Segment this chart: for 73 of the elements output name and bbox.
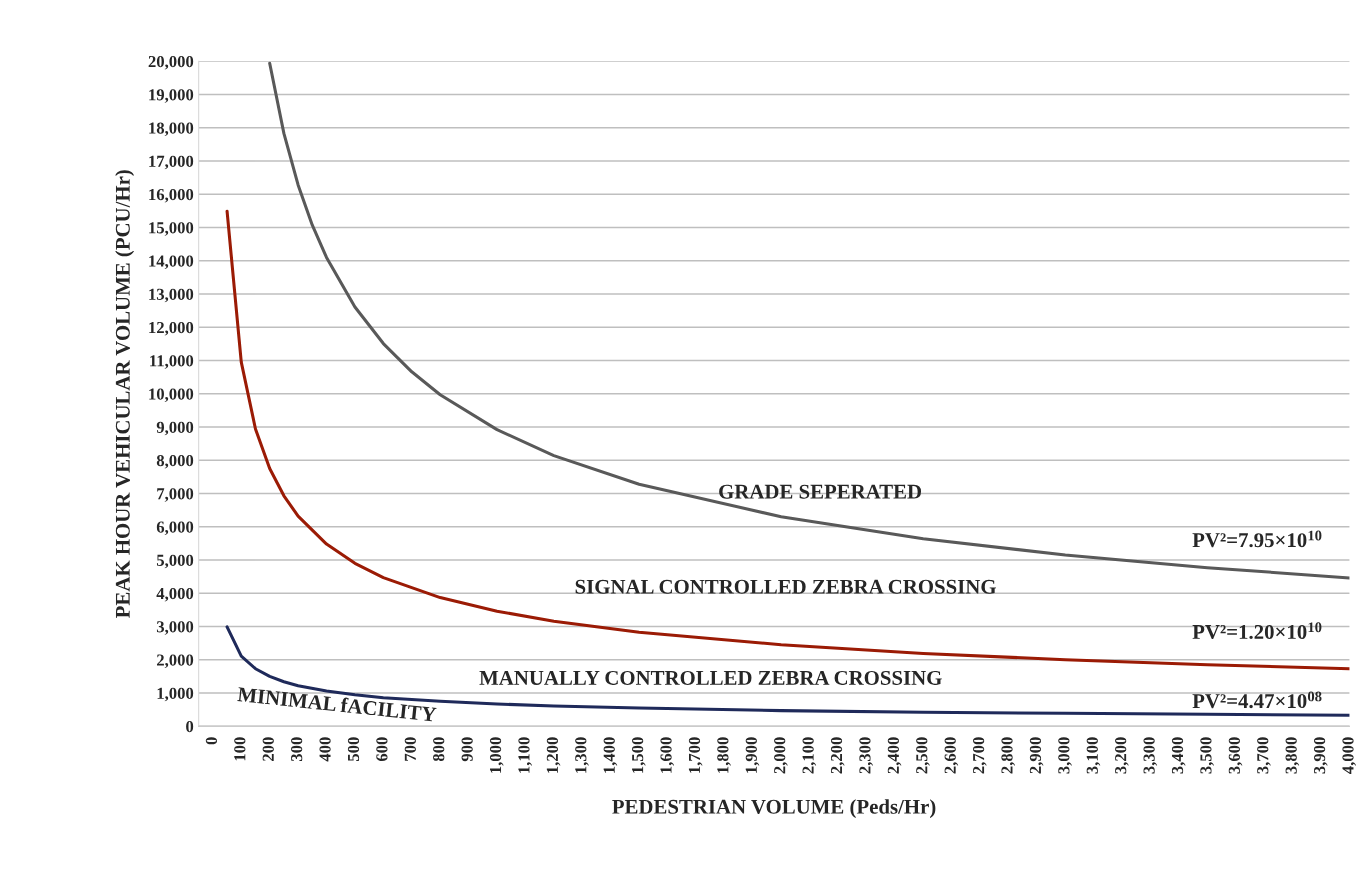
x-tick-label: 2,300	[859, 737, 873, 774]
x-tick-label: 4,000	[1342, 737, 1357, 774]
annotation: MANUALLY CONTROLLED ZEBRA CROSSING	[479, 670, 942, 685]
x-tick-label: 3,600	[1228, 737, 1243, 774]
x-tick-label: 1,200	[546, 737, 561, 773]
x-tick-label: 1,800	[717, 737, 731, 773]
x-tick-label: 1,900	[745, 737, 760, 773]
x-tick-label: 3,500	[1200, 737, 1214, 774]
line-series	[268, 61, 1350, 580]
x-tick-label: 2,500	[916, 737, 930, 774]
x-tick-label: 2,900	[1029, 737, 1044, 774]
line-series	[225, 209, 1350, 671]
x-tick-label: 500	[347, 737, 360, 761]
x-tick-label: 1,600	[660, 737, 675, 773]
x-tick-label: 1,400	[603, 737, 618, 773]
x-axis-title: PEDESTRIAN VOLUME (Peds/Hr)	[612, 799, 936, 819]
x-tick-label: 3,300	[1143, 737, 1158, 774]
x-tick-label: 3,000	[1058, 737, 1072, 774]
y-tick-label: 7,000	[157, 488, 194, 502]
y-tick-label: 10,000	[149, 388, 194, 403]
y-tick-label: 6,000	[156, 521, 194, 536]
x-tick-label: 3,200	[1115, 737, 1129, 774]
x-tick-label: 3,700	[1257, 737, 1271, 774]
y-tick-label: 9,000	[156, 421, 194, 436]
x-tick-label: 900	[461, 737, 473, 762]
x-tick-label: 1,300	[575, 737, 589, 773]
y-tick-label: 11,000	[150, 355, 194, 369]
x-tick-label: 2,600	[944, 737, 959, 774]
x-tick-label: 2,800	[1001, 737, 1016, 774]
y-tick-label: 8,000	[156, 454, 194, 469]
x-tick-label: 1,000	[489, 737, 504, 773]
y-tick-label: 5,000	[156, 554, 194, 569]
y-tick-label: 3,000	[156, 621, 194, 635]
x-tick-label: 400	[319, 737, 331, 762]
x-tick-label: 600	[376, 737, 388, 762]
y-tick-label: 0	[186, 720, 194, 733]
x-tick-label: 3,100	[1086, 737, 1101, 774]
x-tick-label: 2,000	[774, 737, 788, 774]
x-tick-label: 2,700	[972, 737, 987, 774]
x-tick-label: 1,100	[518, 737, 533, 773]
y-tick-label: 4,000	[156, 587, 194, 602]
annotation: MINIMAL fACILITY	[237, 686, 437, 722]
annotation: PV²=1.20×10$^{10}$	[1192, 622, 1322, 640]
x-tick-label: 1,500	[632, 737, 646, 773]
annotation: GRADE SEPERATED	[719, 484, 922, 499]
x-tick-label: 200	[262, 737, 274, 761]
y-tick-label: 15,000	[149, 222, 194, 236]
y-tick-label: 14,000	[149, 255, 194, 270]
x-tick-label: 1,700	[688, 737, 703, 773]
y-tick-label: 12,000	[149, 321, 194, 336]
y-tick-label: 16,000	[149, 188, 194, 203]
y-tick-label: 19,000	[149, 89, 194, 103]
y-tick-label: 17,000	[149, 155, 194, 170]
x-tick-label: 800	[433, 737, 445, 762]
annotation: SIGNAL CONTROLLED ZEBRA CROSSING	[575, 579, 996, 594]
y-tick-label: 20,000	[148, 55, 194, 70]
y-axis-title: PEAK HOUR VEHICULAR VOLUME (PCU/Hr)	[115, 170, 135, 618]
x-tick-label: 2,100	[802, 737, 817, 774]
x-tick-label: 3,800	[1285, 737, 1300, 774]
annotation: PV²=4.47×10$^{08}$	[1192, 691, 1322, 709]
x-tick-label: 700	[404, 737, 416, 761]
x-tick-label: 2,400	[887, 737, 902, 774]
x-tick-label: 3,900	[1313, 737, 1328, 774]
y-tick-label: 18,000	[149, 122, 194, 137]
x-tick-label: 300	[291, 737, 303, 762]
y-tick-label: 13,000	[149, 288, 194, 303]
x-tick-label: 3,400	[1171, 737, 1186, 774]
x-tick-label: 100	[234, 737, 246, 761]
x-tick-label: 2,200	[830, 737, 845, 774]
y-tick-label: 1,000	[157, 687, 194, 702]
annotation: PV²=7.95×10$^{10}$	[1192, 530, 1322, 548]
y-tick-label: 2,000	[156, 654, 194, 669]
x-tick-label: 0	[205, 737, 218, 745]
